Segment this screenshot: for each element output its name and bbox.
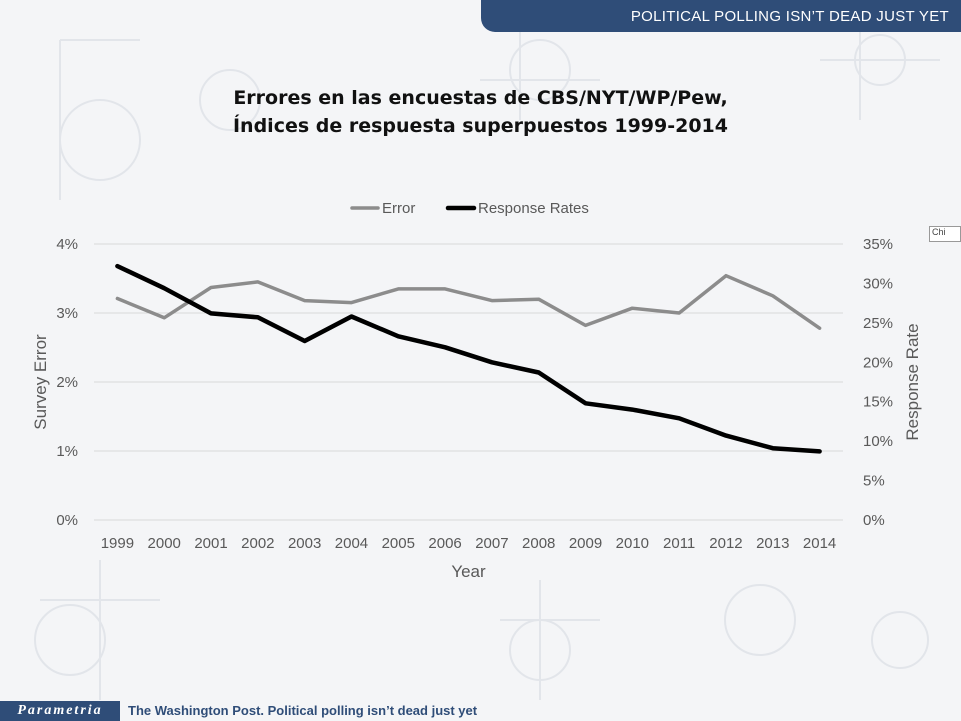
- y-right-tick-label: 20%: [863, 354, 893, 371]
- x-tick-label: 2010: [616, 535, 649, 552]
- x-tick-label: 2001: [194, 535, 227, 552]
- series-line-error: [115, 273, 822, 330]
- watermark-circle: [871, 611, 929, 669]
- chart-subtitle: Índices de respuesta superpuestos 1999-2…: [232, 115, 728, 137]
- y-right-tick-label: 35%: [863, 236, 893, 253]
- side-tag-text: Chi: [932, 227, 946, 237]
- x-tick-label: 2003: [288, 535, 321, 552]
- y-right-tick-label: 10%: [863, 433, 893, 450]
- footer-logo-text: Parametria: [17, 703, 103, 718]
- x-tick-label: 2005: [382, 535, 415, 552]
- x-tick-label: 2013: [756, 535, 789, 552]
- side-tag: Chi: [929, 226, 961, 242]
- y-left-tick-label: 1%: [56, 443, 78, 460]
- x-tick-label: 2014: [803, 535, 836, 552]
- y-right-tick-label: 25%: [863, 315, 893, 332]
- y-left-tick-label: 4%: [56, 236, 78, 253]
- header-banner: POLITICAL POLLING ISN’T DEAD JUST YET: [481, 0, 961, 32]
- y-left-axis-label: Survey Error: [31, 334, 50, 430]
- x-tick-label: 2004: [335, 535, 368, 552]
- watermark-circle: [199, 69, 261, 131]
- x-axis-label: Year: [451, 562, 486, 581]
- x-tick-label: 2006: [428, 535, 461, 552]
- x-tick-label: 2008: [522, 535, 555, 552]
- y-right-tick-label: 0%: [863, 512, 885, 529]
- legend-label: Error: [382, 200, 415, 217]
- legend-label: Response Rates: [478, 200, 589, 217]
- y-right-tick-label: 5%: [863, 473, 885, 490]
- chart-title: Errores en las encuestas de CBS/NYT/WP/P…: [233, 87, 728, 109]
- y-left-tick-label: 0%: [56, 512, 78, 529]
- x-tick-label: 2000: [148, 535, 181, 552]
- y-right-tick-label: 30%: [863, 275, 893, 292]
- y-left-tick-label: 3%: [56, 305, 78, 322]
- y-right-tick-label: 15%: [863, 394, 893, 411]
- watermark-circle: [724, 584, 796, 656]
- x-tick-label: 2007: [475, 535, 508, 552]
- x-tick-label: 2012: [709, 535, 742, 552]
- chart-title-block: Errores en las encuestas de CBS/NYT/WP/P…: [0, 84, 961, 140]
- x-tick-label: 1999: [101, 535, 134, 552]
- x-tick-label: 2011: [663, 535, 695, 552]
- footer-logo: Parametria: [0, 701, 120, 721]
- y-left-tick-label: 2%: [56, 374, 78, 391]
- header-banner-text: POLITICAL POLLING ISN’T DEAD JUST YET: [630, 7, 949, 25]
- x-tick-label: 2002: [241, 535, 274, 552]
- footer-source: The Washington Post. Political polling i…: [128, 703, 478, 718]
- x-tick-label: 2009: [569, 535, 602, 552]
- y-right-axis-label: Response Rate: [903, 323, 922, 440]
- watermark-circle: [34, 604, 106, 676]
- watermark-circle: [509, 39, 571, 101]
- series-line-response-rates: [115, 263, 822, 454]
